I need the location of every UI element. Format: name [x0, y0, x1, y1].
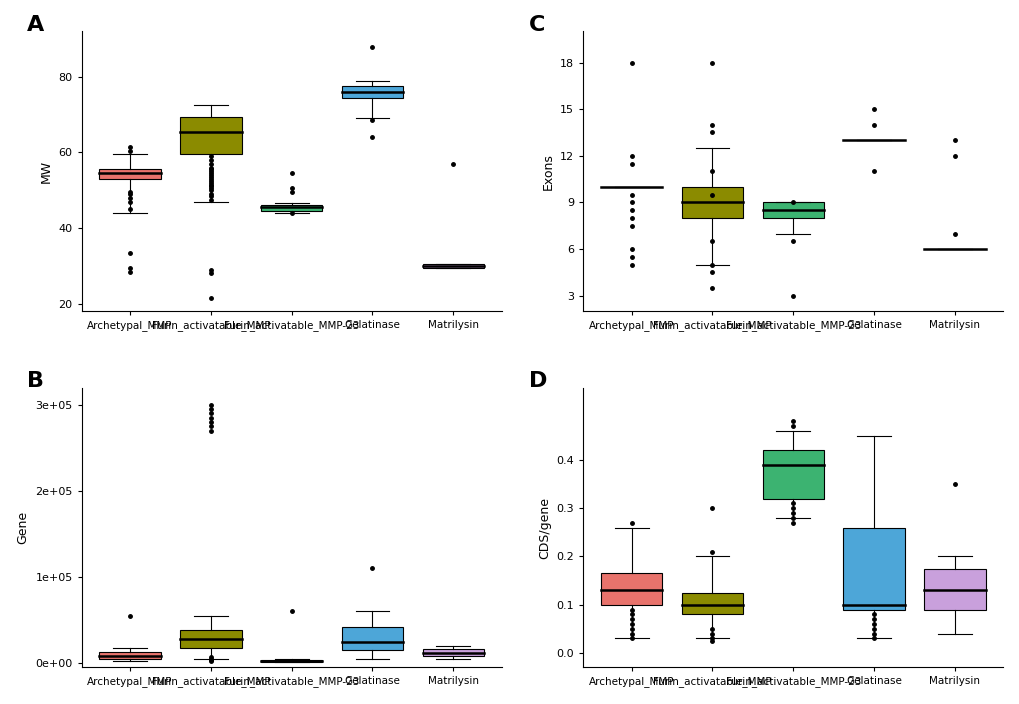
- Bar: [99, 170, 161, 179]
- Text: B: B: [26, 371, 44, 391]
- Bar: [422, 264, 483, 268]
- Bar: [341, 627, 403, 650]
- Bar: [180, 117, 242, 154]
- Bar: [762, 203, 823, 218]
- Bar: [762, 451, 823, 498]
- Bar: [180, 630, 242, 648]
- Bar: [261, 206, 322, 211]
- Bar: [422, 649, 483, 656]
- Y-axis label: CDS/gene: CDS/gene: [537, 496, 550, 558]
- Bar: [600, 573, 661, 605]
- Y-axis label: Gene: Gene: [16, 511, 30, 544]
- Y-axis label: Exons: Exons: [541, 153, 554, 190]
- Bar: [261, 660, 322, 662]
- Bar: [681, 187, 743, 218]
- Text: C: C: [528, 15, 544, 34]
- Bar: [99, 652, 161, 659]
- Text: D: D: [528, 371, 546, 391]
- Bar: [681, 593, 743, 615]
- Text: A: A: [26, 15, 44, 34]
- Bar: [843, 527, 904, 610]
- Bar: [341, 87, 403, 98]
- Bar: [923, 569, 984, 610]
- Y-axis label: MW: MW: [40, 160, 53, 183]
